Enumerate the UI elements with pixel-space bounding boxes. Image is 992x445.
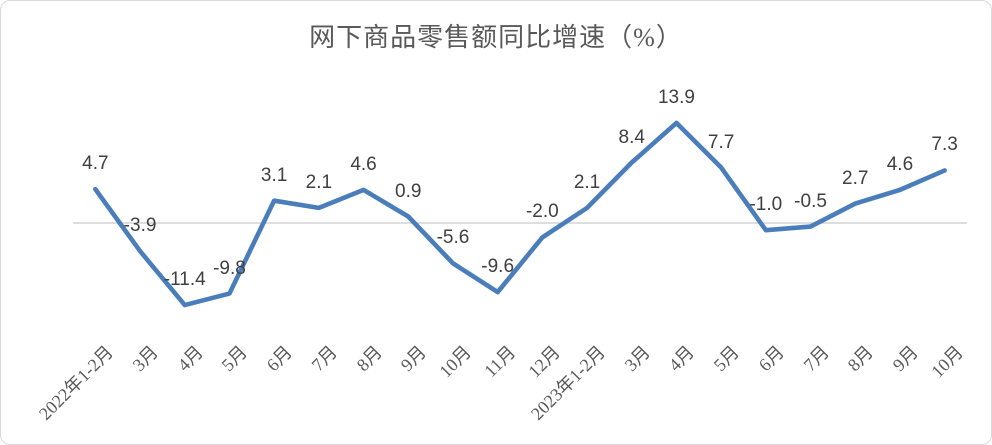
data-label: -9.6 xyxy=(481,256,515,278)
data-label: 2.1 xyxy=(573,171,601,193)
data-label: 3.1 xyxy=(260,164,288,186)
data-label: -2.0 xyxy=(525,201,559,223)
data-label: 7.3 xyxy=(931,134,958,156)
data-label: 2.1 xyxy=(305,171,333,193)
data-label: 4.6 xyxy=(350,153,377,175)
data-label: 13.9 xyxy=(657,86,695,108)
data-label: 7.7 xyxy=(707,131,735,153)
data-label: -9.8 xyxy=(213,257,246,279)
data-label: -11.4 xyxy=(163,269,206,291)
data-label: -1.0 xyxy=(749,194,783,216)
data-label: 8.4 xyxy=(618,126,645,148)
data-label: 2.7 xyxy=(842,167,869,189)
data-label: -3.9 xyxy=(123,215,157,237)
data-label: -5.6 xyxy=(436,227,470,249)
chart-title: 网下商品零售额同比增速（%） xyxy=(309,23,683,52)
data-label: 4.7 xyxy=(82,153,109,175)
data-label: -0.5 xyxy=(794,190,827,212)
data-label: 4.6 xyxy=(886,153,914,175)
series-line xyxy=(93,120,947,308)
data-label: 0.9 xyxy=(395,180,422,202)
